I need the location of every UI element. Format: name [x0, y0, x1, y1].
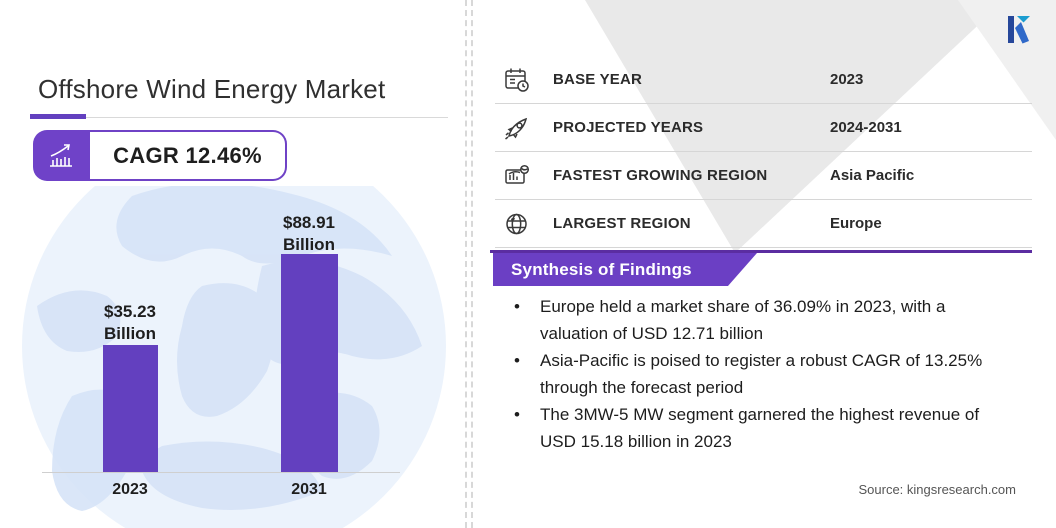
stat-row-largest-region: LARGEST REGION Europe	[495, 200, 1032, 248]
stat-label: LARGEST REGION	[553, 215, 691, 232]
left-panel: Offshore Wind Energy Market CAGR 12.46%	[0, 0, 466, 528]
stat-value: 2023	[830, 71, 864, 88]
title-underline-accent	[30, 114, 86, 119]
panel-divider-dashed-line-2	[471, 0, 473, 528]
stat-row-projected-years: PROJECTED YEARS 2024-2031	[495, 104, 1032, 152]
findings-top-line	[490, 250, 1032, 253]
region-growth-icon	[503, 162, 533, 190]
finding-bullet: Europe held a market share of 36.09% in …	[508, 293, 994, 347]
cagr-icon-box	[33, 130, 90, 181]
stat-label: BASE YEAR	[553, 71, 643, 88]
kings-research-k-logo	[1008, 16, 1030, 44]
stat-value: 2024-2031	[830, 119, 902, 136]
rocket-icon	[503, 114, 533, 142]
bar-value-2023: $35.23 Billion	[104, 302, 156, 343]
source-note: Source: kingsresearch.com	[858, 482, 1016, 497]
finding-bullet: Asia-Pacific is poised to register a rob…	[508, 347, 994, 401]
stat-value: Europe	[830, 215, 882, 232]
right-panel: BASE YEAR 2023 PROJECTED YEARS 2024-2031	[478, 0, 1056, 528]
stats-table: BASE YEAR 2023 PROJECTED YEARS 2024-2031	[495, 56, 1032, 248]
finding-bullet: The 3MW-5 MW segment garnered the highes…	[508, 401, 994, 455]
stat-row-base-year: BASE YEAR 2023	[495, 56, 1032, 104]
findings-heading: Synthesis of Findings	[511, 259, 692, 279]
page-title: Offshore Wind Energy Market	[38, 74, 386, 104]
bar-2031	[281, 254, 338, 473]
globe-icon	[503, 210, 533, 238]
bar-value-2031: $88.91 Billion	[283, 213, 335, 254]
stat-row-fastest-growing-region: FASTEST GROWING REGION Asia Pacific	[495, 152, 1032, 200]
x-tick-2031: 2031	[291, 481, 327, 498]
findings-bullet-list: Europe held a market share of 36.09% in …	[508, 293, 994, 455]
cagr-label: CAGR 12.46%	[90, 130, 287, 181]
stat-label: PROJECTED YEARS	[553, 119, 704, 136]
cagr-badge: CAGR 12.46%	[33, 130, 287, 181]
stat-label: FASTEST GROWING REGION	[553, 167, 768, 184]
bar-2023	[103, 345, 158, 473]
growth-chart-icon	[49, 143, 72, 167]
bar-chart	[0, 190, 466, 473]
panel-divider-dashed-line-1	[465, 0, 467, 528]
x-tick-2023: 2023	[112, 481, 148, 498]
title-underline-line	[86, 117, 448, 118]
calendar-clock-icon	[503, 66, 533, 94]
findings-banner: Synthesis of Findings	[493, 253, 757, 286]
x-axis-line	[42, 472, 400, 473]
stat-value: Asia Pacific	[830, 167, 915, 184]
